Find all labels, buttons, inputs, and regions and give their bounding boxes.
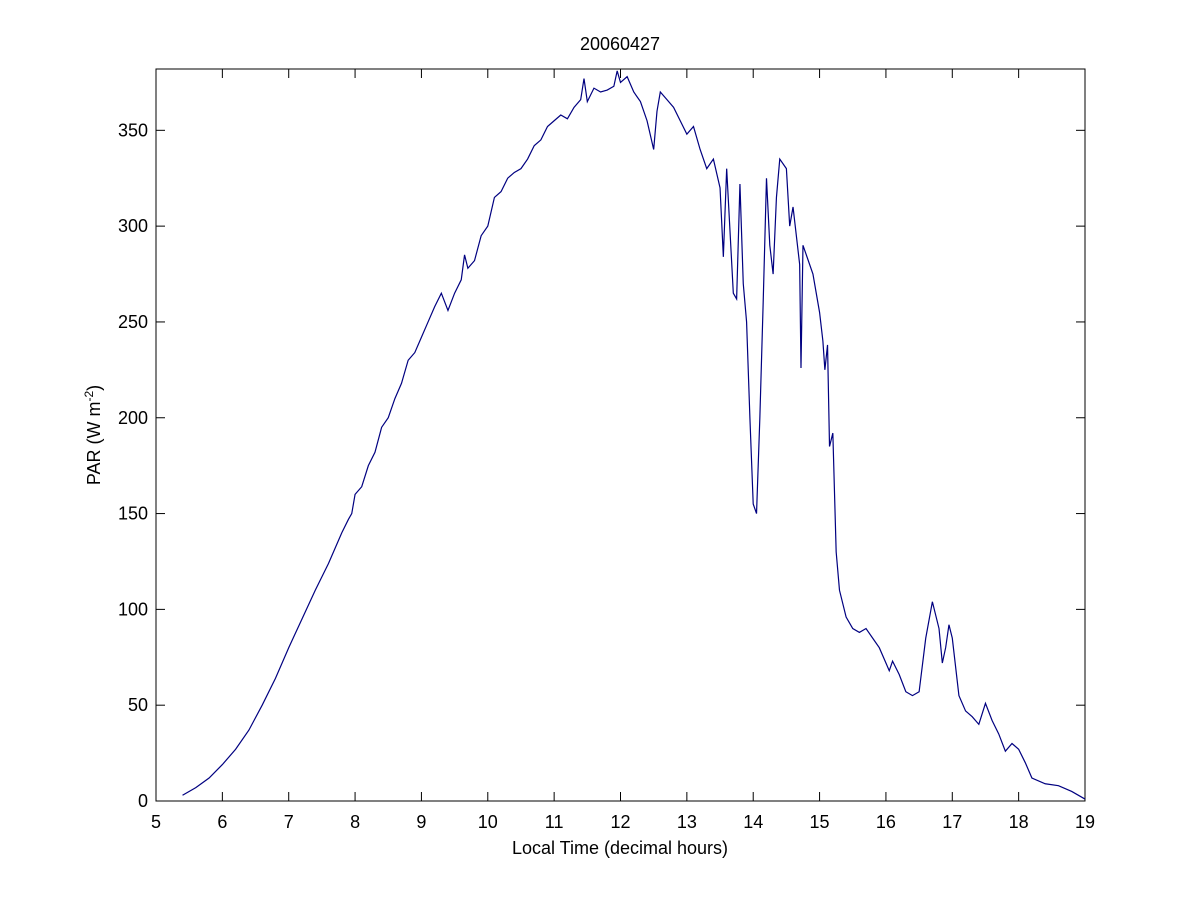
x-tick-label: 8 [350,812,360,832]
x-axis-label: Local Time (decimal hours) [512,838,728,858]
y-tick-label: 200 [118,408,148,428]
x-tick-label: 7 [284,812,294,832]
x-tick-label: 17 [942,812,962,832]
y-label-text: PAR (W m [84,402,104,486]
y-tick-label: 350 [118,120,148,140]
y-tick-label: 250 [118,312,148,332]
x-tick-label: 14 [743,812,763,832]
x-tick-label: 11 [545,812,564,832]
x-tick-label: 5 [151,812,161,832]
y-label-end: ) [84,385,104,391]
y-tick-label: 100 [118,599,148,619]
x-tick-label: 13 [677,812,697,832]
y-tick-label: 150 [118,504,148,524]
x-tick-label: 15 [810,812,830,832]
x-tick-label: 16 [876,812,896,832]
y-tick-label: 0 [138,791,148,811]
data-line [182,70,1086,800]
y-tick-label: 50 [128,695,148,715]
chart-title: 20060427 [580,34,660,54]
x-tick-label: 19 [1075,812,1095,832]
x-tick-label: 18 [1009,812,1029,832]
x-tick-label: 9 [416,812,426,832]
y-axis-label: PAR (W m-2) [82,385,104,485]
x-tick-label: 6 [217,812,227,832]
x-tick-label: 12 [610,812,630,832]
x-tick-label: 10 [478,812,498,832]
y-label-sup: -2 [82,391,96,402]
y-tick-label: 300 [118,216,148,236]
